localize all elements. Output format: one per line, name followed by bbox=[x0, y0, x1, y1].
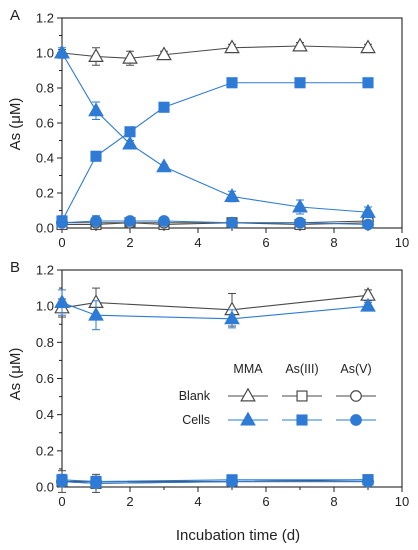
panel-a-cells-as3-point bbox=[124, 126, 136, 138]
panel-a-cells-mma-point bbox=[88, 102, 104, 117]
panel-a-cells-mma-line bbox=[61, 52, 369, 213]
panel-b-cells-mma-point bbox=[224, 310, 240, 325]
panel-a-cells-as3-series bbox=[56, 77, 374, 227]
panel-b-y-tick-label: 0.2 bbox=[36, 443, 54, 458]
panel-b-cells-as5-series bbox=[56, 475, 374, 490]
panel-a-cells-mma-series bbox=[54, 44, 376, 218]
x-axis-title: Incubation time (d) bbox=[176, 527, 300, 544]
panel-a: A As (μM) 0 2 4 6 8 10 0.0 0.2 0.4 0.6 0.8 1.0 1.2 bbox=[7, 7, 409, 250]
legend-cells-mma-marker bbox=[240, 411, 256, 426]
panel-a-cells-as3-point bbox=[158, 101, 170, 113]
panel-a-blank-mma-point bbox=[156, 46, 172, 61]
panel-a-blank-mma-point bbox=[88, 48, 104, 62]
panel-a-y-tick-label: 0.8 bbox=[36, 81, 54, 96]
panel-b-cells-as3-line bbox=[61, 479, 368, 483]
panel-b-x-tick-label: 6 bbox=[262, 494, 269, 509]
panel-a-cells-as5-point bbox=[158, 215, 170, 227]
panel-a-label: A bbox=[10, 7, 20, 24]
panel-a-x-tick-label: 0 bbox=[58, 235, 65, 250]
panel-a-cells-mma-point bbox=[360, 203, 376, 218]
panel-a-cells-as5-point bbox=[226, 216, 238, 229]
legend-col-as5: As(V) bbox=[340, 362, 371, 376]
panel-b-x-tick-label: 2 bbox=[126, 494, 133, 509]
panel-a-cells-as5-point bbox=[362, 218, 374, 231]
panel-a-cells-mma-point bbox=[224, 188, 240, 202]
panel-b-cells-mma-point bbox=[88, 306, 104, 321]
panel-a-blank-mma-point bbox=[360, 39, 376, 54]
panel-b-blank-mma-series bbox=[54, 286, 376, 327]
panel-a-cells-as5-point bbox=[124, 215, 136, 227]
panel-a-y-tick-label: 0.4 bbox=[36, 151, 54, 166]
panel-b-y-axis-title: As (μM) bbox=[7, 348, 24, 401]
panel-b-cells-mma-line bbox=[61, 302, 369, 320]
panel-a-y-axis-title: As (μM) bbox=[7, 98, 24, 151]
panel-a-cells-as3-point bbox=[90, 150, 102, 162]
panel-b-cells-as5-point bbox=[56, 475, 68, 488]
panel-b-cells-mma-series bbox=[54, 289, 376, 331]
panel-a-blank-mma-point bbox=[224, 39, 240, 54]
panel-b-y-tick-label: 0.0 bbox=[36, 480, 54, 495]
panel-a-blank-mma-line bbox=[61, 45, 369, 59]
panel-a-blank-mma-series bbox=[54, 37, 376, 66]
panel-b-label: B bbox=[10, 259, 20, 276]
panel-b-blank-mma-line bbox=[61, 294, 369, 311]
panel-b-y-tick-label: 0.8 bbox=[36, 335, 54, 350]
panel-a-y-tick-label: 1.2 bbox=[36, 11, 54, 26]
panel-b-cells-as5-line bbox=[61, 481, 368, 484]
panel-a-blank-mma-point bbox=[122, 49, 138, 64]
legend-row-blank: Blank bbox=[179, 389, 211, 403]
panel-a-x-tick-label: 4 bbox=[194, 235, 201, 250]
panel-b-y-tick-label: 1.2 bbox=[36, 263, 54, 278]
legend-cells-as5-marker bbox=[350, 414, 362, 426]
panel-a-cells-as5-series bbox=[56, 215, 374, 231]
panel-a-blank-mma-point bbox=[292, 37, 308, 52]
panel-b-x-tick-label: 8 bbox=[330, 494, 337, 509]
legend-cells-as3-marker bbox=[296, 414, 308, 426]
panel-b-y-tick-label: 0.4 bbox=[36, 407, 54, 422]
panel-a-cells-as3-line bbox=[61, 82, 368, 222]
panel-b-x-tick-label: 10 bbox=[395, 494, 409, 509]
panel-a-cells-as3-point bbox=[362, 77, 374, 89]
legend-blank-as5-marker bbox=[350, 390, 362, 402]
panel-a-x-tick-label: 8 bbox=[330, 235, 337, 250]
panel-b-y-tick-label: 0.6 bbox=[36, 371, 54, 386]
panel-b-x-tick-label: 4 bbox=[194, 494, 201, 509]
legend-col-as3: As(III) bbox=[285, 362, 318, 376]
legend-col-mma: MMA bbox=[233, 362, 263, 376]
legend-row-cells: Cells bbox=[182, 413, 210, 427]
panel-a-x-tick-label: 2 bbox=[126, 235, 133, 250]
panel-b-y-tick-label: 1.0 bbox=[36, 299, 54, 314]
panel-a-cells-as5-point bbox=[294, 216, 306, 229]
panel-b-cells-as5-point bbox=[362, 475, 374, 488]
panel-a-y-tick-label: 0.6 bbox=[36, 116, 54, 131]
panel-a-cells-mma-point bbox=[292, 198, 308, 213]
panel-a-cells-mma-point bbox=[156, 158, 172, 173]
panel-b-cells-mma-point bbox=[54, 294, 70, 309]
panel-b-cells-as5-point bbox=[226, 475, 238, 488]
legend-blank-mma-marker bbox=[240, 387, 256, 402]
panel-b-cells-as5-point bbox=[90, 477, 102, 490]
panel-a-y-tick-label: 0.0 bbox=[36, 221, 54, 236]
panel-a-cells-as3-point bbox=[294, 77, 306, 89]
panel-a-cells-as5-point bbox=[90, 215, 102, 227]
panel-a-cells-as3-point bbox=[226, 77, 238, 89]
panel-a-y-tick-label: 0.2 bbox=[36, 186, 54, 201]
panel-a-cells-mma-point bbox=[54, 44, 70, 59]
panel-b: B As (μM) Incubation time (d) 0 2 4 6 8 10 0.0… bbox=[7, 259, 409, 544]
panel-b-x-tick-label: 0 bbox=[58, 494, 65, 509]
legend: MMA As(III) As(V) Blank Cells bbox=[179, 362, 376, 427]
panel-a-x-tick-label: 10 bbox=[395, 235, 409, 250]
panel-b-cells-mma-point bbox=[360, 297, 376, 312]
panel-a-y-tick-label: 1.0 bbox=[36, 46, 54, 61]
panel-a-x-tick-label: 6 bbox=[262, 235, 269, 250]
panel-a-cells-mma-point bbox=[122, 135, 138, 150]
panel-a-cells-as5-point bbox=[56, 216, 68, 229]
legend-blank-as3-marker bbox=[296, 390, 308, 402]
